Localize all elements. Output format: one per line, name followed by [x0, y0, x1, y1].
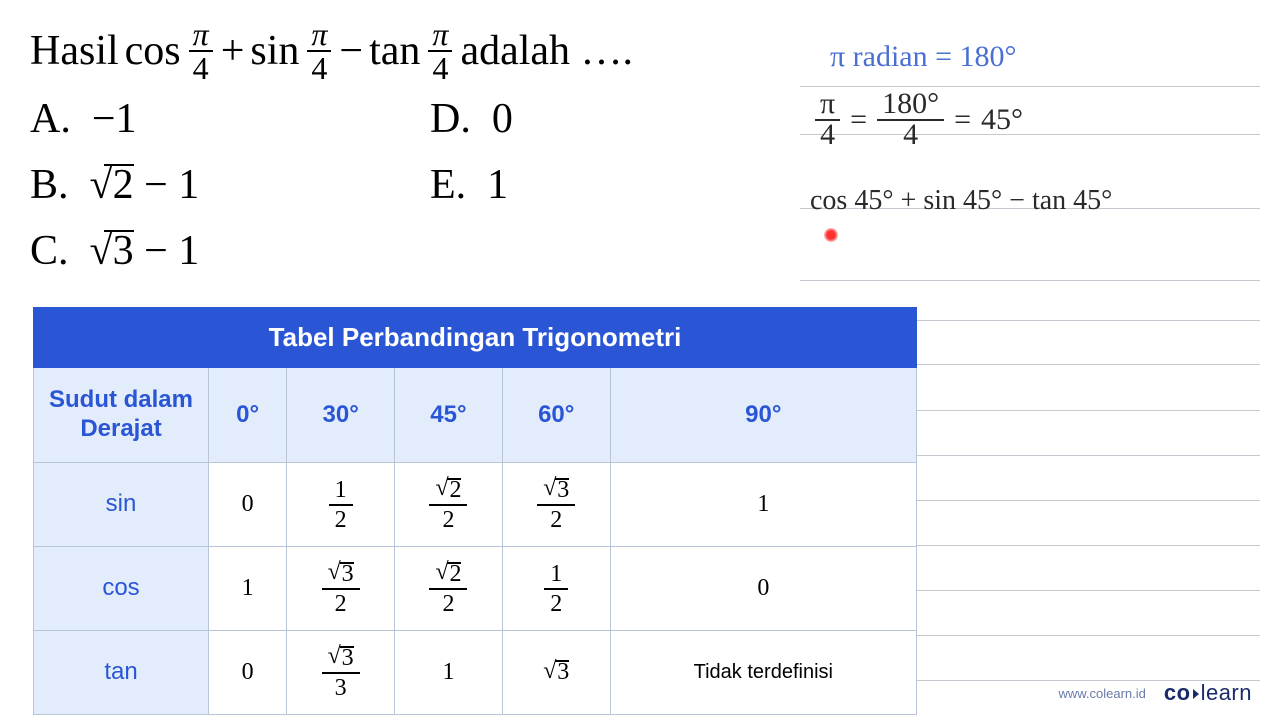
cos-90: 0 [610, 546, 916, 630]
option-e: E. 1 [430, 161, 508, 209]
row-sin: sin 0 12 22 32 1 [34, 462, 917, 546]
sin-60: 32 [502, 462, 610, 546]
answer-options: A. −1 D. 0 B. √2 − 1 E. 1 C. √3 − 1 [30, 95, 513, 293]
fraction-pi-4-c: π 4 [428, 18, 452, 84]
option-c: C. √3 − 1 [30, 227, 430, 275]
footer-url: www.colearn.id [1058, 686, 1145, 701]
sin-0: 0 [209, 462, 287, 546]
func-label-cos: cos [34, 546, 209, 630]
option-d: D. 0 [430, 95, 513, 143]
question-prefix: Hasil [30, 27, 119, 75]
option-b: B. √2 − 1 [30, 161, 430, 209]
table-header-label: Sudut dalam Derajat [34, 368, 209, 463]
fraction-pi-4-b: π 4 [307, 18, 331, 84]
row-cos: cos 1 32 22 12 0 [34, 546, 917, 630]
footer: www.colearn.id colearn [1058, 680, 1252, 706]
op-plus: + [221, 27, 245, 75]
fraction-pi-4-a: π 4 [189, 18, 213, 84]
angle-0: 0° [209, 368, 287, 463]
cos-0: 1 [209, 546, 287, 630]
func-cos: cos [125, 27, 181, 75]
angle-90: 90° [610, 368, 916, 463]
handwriting-line3: cos 45° + sin 45° − tan 45° [810, 185, 1112, 217]
cos-60: 12 [502, 546, 610, 630]
sin-90: 1 [610, 462, 916, 546]
hw-frac-180-4: 180° 4 [877, 90, 944, 149]
table-title: Tabel Perbandingan Trigonometri [34, 308, 917, 368]
func-sin: sin [250, 27, 299, 75]
pointer-dot-icon [824, 228, 838, 242]
option-a: A. −1 [30, 95, 430, 143]
cos-45: 22 [395, 546, 503, 630]
sin-30: 12 [287, 462, 395, 546]
handwriting-line2: π 4 = 180° 4 = 45° [815, 90, 1023, 149]
row-tan: tan 0 33 1 3 Tidak terdefinisi [34, 630, 917, 714]
tan-90: Tidak terdefinisi [610, 630, 916, 714]
func-label-tan: tan [34, 630, 209, 714]
tan-30: 33 [287, 630, 395, 714]
angle-30: 30° [287, 368, 395, 463]
hw-45deg: 45° [981, 103, 1023, 137]
trig-table: Tabel Perbandingan Trigonometri Sudut da… [33, 307, 917, 715]
hw-eq-2: = [954, 103, 971, 137]
handwriting-line1: π radian = 180° [830, 40, 1017, 74]
question-text: Hasil cos π 4 + sin π 4 − tan π 4 adalah… [30, 18, 633, 84]
hw-eq-1: = [850, 103, 867, 137]
angle-45: 45° [395, 368, 503, 463]
play-icon [1193, 689, 1199, 699]
op-minus: − [339, 27, 363, 75]
func-tan: tan [369, 27, 420, 75]
sin-45: 22 [395, 462, 503, 546]
hw-frac-pi-4: π 4 [815, 90, 840, 149]
func-label-sin: sin [34, 462, 209, 546]
question-suffix: adalah …. [460, 27, 633, 75]
angle-60: 60° [502, 368, 610, 463]
tan-0: 0 [209, 630, 287, 714]
footer-brand: colearn [1164, 680, 1252, 706]
cos-30: 32 [287, 546, 395, 630]
tan-60: 3 [502, 630, 610, 714]
tan-45: 1 [395, 630, 503, 714]
